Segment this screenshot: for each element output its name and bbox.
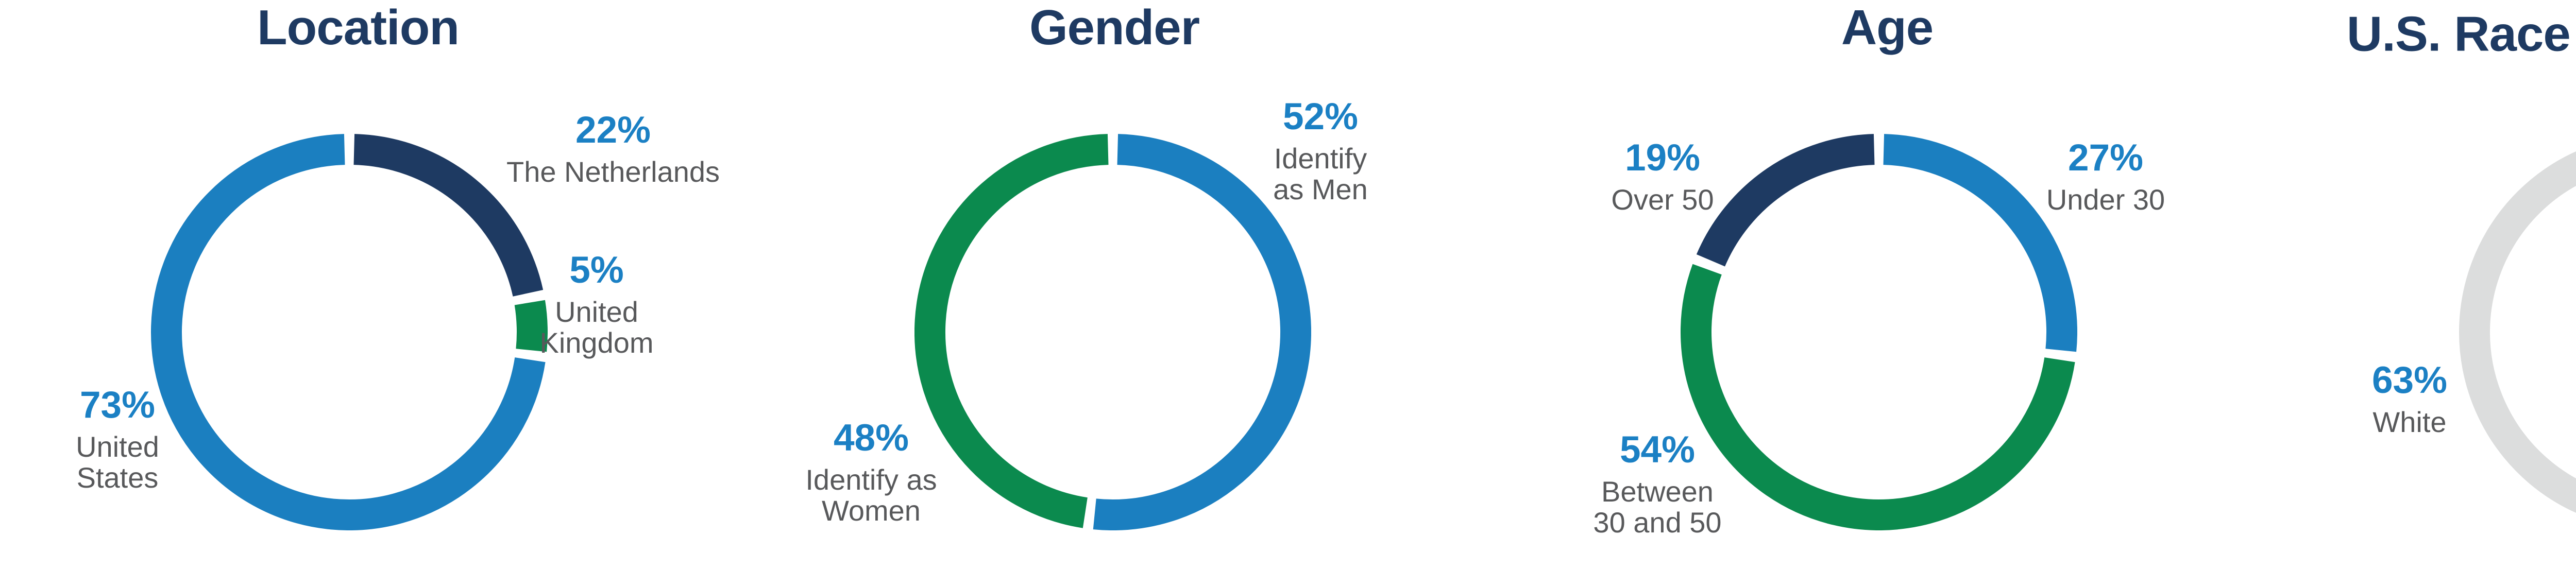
category-label: Identify as Men [1273,143,1368,205]
chart-title-text: U.S. Race and Ethnicity [2346,6,2576,62]
donut-segment-over-50 [1696,134,1875,267]
category-label-line: 30 and 50 [1593,506,1722,539]
category-label: United Kingdom [539,297,653,358]
percent-value: 73% [79,384,156,426]
donut-segment-identify-as-men [1093,134,1311,530]
donut-segment-the-netherlands [353,134,544,297]
donut-chart [1681,134,2077,530]
percent-value: 19% [1624,137,1701,179]
donut-chart [151,134,548,530]
donut-segment-united-states [151,134,546,530]
callout-over-50: 19% Over 50 [1611,138,1714,215]
category-label-line: White [2372,406,2447,438]
callout-identify-as-women: 48% Identify as Women [805,418,937,526]
percent-value: 27% [2067,137,2144,179]
category-label: Identify as Women [805,464,937,526]
percent-value: 54% [1619,429,1696,471]
category-label: United States [76,431,159,493]
percent-value: 52% [1282,96,1359,137]
category-label-line: Identify as [805,463,937,496]
category-label-line: The Netherlands [506,156,720,188]
callout-under-30: 27% Under 30 [2046,138,2165,215]
callout-the-netherlands: 22% The Netherlands [506,110,720,187]
percent-value: 48% [833,417,909,459]
category-label-line: Kingdom [539,326,654,359]
donut-segment-between-30-and-50 [1681,264,2075,530]
callout-identify-as-men: 52% Identify as Men [1273,97,1368,205]
percent-value: 22% [575,109,651,151]
percent-value: 5% [569,249,624,291]
donut-segment-united-kingdom [514,300,548,352]
chart-title-text: Age [1841,0,1934,55]
category-label-line: Identify [1274,142,1367,175]
category-label-line: Over 50 [1611,183,1714,216]
category-label: Under 30 [2046,184,2165,215]
chart-title: Gender [1029,0,1200,55]
percent-value: 63% [2371,359,2448,401]
chart-title-text: Location [257,0,460,55]
category-label: White [2372,407,2447,438]
chart-title: Age [1841,0,1934,55]
donut-segment-under-30 [1883,134,2077,352]
category-label: Over 50 [1611,184,1714,215]
donut-chart [914,134,1311,530]
category-label-line: States [76,461,159,494]
category-label-line: Women [822,494,921,527]
callout-united-kingdom: 5% United Kingdom [539,250,653,358]
callout-white: 63% White [2372,360,2447,438]
category-label: The Netherlands [506,157,720,187]
category-label-line: United [76,430,159,463]
category-label-line: United [555,296,638,328]
chart-title: Location [257,0,460,55]
donut-segment-identify-as-women [914,134,1109,528]
chart-title-text: Gender [1029,0,1200,55]
chart-title: U.S. Race and Ethnicity(1) [2347,2,2576,60]
callout-united-states: 73% United States [76,385,159,493]
category-label-line: Between [1601,475,1714,508]
category-label-line: Under 30 [2046,183,2165,216]
donut-segment-white [2459,151,2576,513]
donut-chart [2459,151,2576,513]
category-label: Between 30 and 50 [1593,476,1721,538]
category-label-line: as Men [1273,173,1368,205]
callout-between-30-and-50: 54% Between 30 and 50 [1593,430,1721,538]
